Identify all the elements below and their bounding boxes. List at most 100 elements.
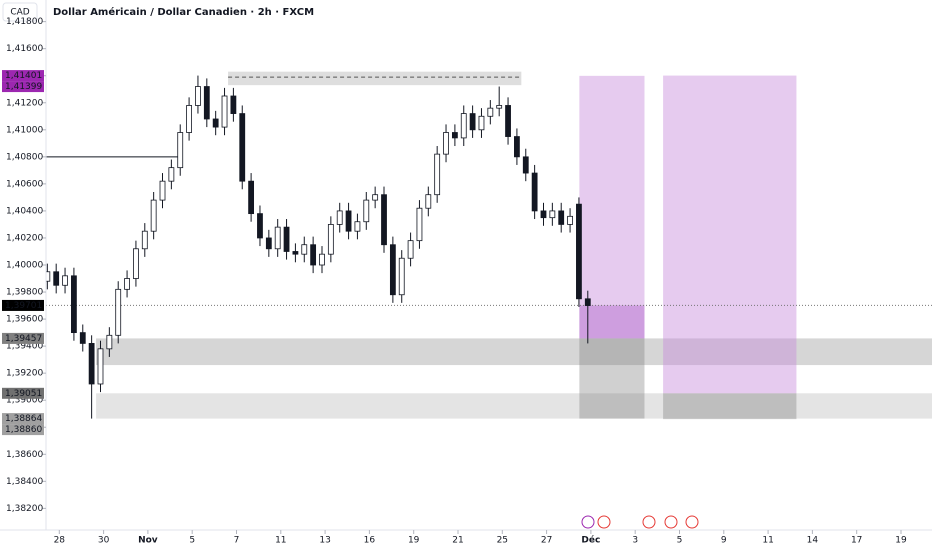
x-tick-label: 14 (807, 536, 819, 546)
candle-body (505, 105, 511, 137)
x-tick-label: 5 (189, 536, 195, 546)
candle-body (265, 237, 272, 250)
price-badge (2, 81, 44, 93)
x-tick-label: 7 (234, 536, 240, 546)
candle-body (478, 115, 485, 131)
candle-body (514, 136, 520, 158)
candle-body (407, 240, 414, 259)
candle-body (230, 95, 237, 114)
event-icon (685, 515, 699, 529)
candle-body (257, 213, 263, 239)
candle-body (487, 107, 494, 117)
y-tick-label: 1,41600 (6, 44, 43, 54)
plot (44, 71, 932, 420)
x-tick-label: 16 (364, 536, 376, 546)
candle-body (522, 156, 529, 174)
candle-body (451, 132, 458, 139)
x-tick-label: 25 (497, 536, 508, 546)
event-icon (581, 515, 595, 529)
y-tick-label: 1,40800 (6, 152, 43, 162)
x-tick-label: 11 (762, 536, 773, 546)
price-badge-label: 1,41401 (5, 71, 42, 81)
candle-body (150, 199, 157, 232)
candle-body (319, 253, 325, 266)
zone (579, 338, 645, 419)
candle-body (203, 86, 210, 120)
candle-body (79, 332, 86, 344)
x-tick-label: 3 (632, 536, 638, 546)
price-badge-label: 1,41399 (5, 82, 42, 92)
candle-body (177, 132, 184, 169)
candle-body (115, 288, 122, 336)
price-badge (2, 413, 44, 425)
chart-title: Dollar Américain / Dollar Canadien · 2h … (53, 6, 314, 18)
price-badge (2, 424, 44, 436)
candle-body (168, 167, 175, 182)
y-tick-label: 1,38600 (6, 450, 43, 460)
y-tick-label: 1,38200 (6, 504, 43, 514)
x-tick-label: 13 (319, 536, 330, 546)
y-tick-label: 1,41000 (6, 125, 43, 135)
candle-body (141, 230, 148, 250)
x-tick-label: Déc (581, 535, 600, 546)
y-tick-label: 1,39200 (6, 369, 43, 379)
candle-body (62, 275, 68, 286)
price-badge-label: 1,38864 (5, 414, 42, 424)
y-tick-label: 1,40200 (6, 233, 43, 243)
candle-body (88, 343, 95, 385)
candle-body (398, 257, 405, 296)
event-icons (581, 515, 699, 529)
candle-body (381, 194, 387, 246)
candle-body (97, 348, 104, 385)
candle-body (389, 244, 396, 296)
candle-body (584, 298, 591, 306)
zone (96, 393, 932, 419)
candle-body (195, 86, 201, 106)
zone (579, 305, 645, 339)
price-badge (2, 332, 44, 344)
candle-body (71, 275, 77, 334)
y-tick-label: 1,40400 (6, 206, 43, 216)
y-tick-label: 1,39000 (6, 396, 43, 406)
y-tick-label: 1,40000 (6, 261, 43, 271)
x-tick-label: 19 (895, 536, 907, 546)
x-tick-label: 17 (851, 536, 862, 546)
x-tick-label: 28 (54, 536, 66, 546)
x-tick-label: 19 (408, 536, 420, 546)
candle-body (292, 251, 299, 255)
y-tick-label: 1,39400 (6, 342, 43, 352)
price-badge (2, 70, 44, 82)
x-tick-label: 27 (541, 536, 552, 546)
price-badge (2, 387, 44, 399)
candle-body (531, 172, 538, 212)
y-tick-label: 1,41800 (6, 17, 43, 27)
candle-body (124, 278, 130, 290)
candle-body (372, 194, 379, 201)
candle-body (567, 215, 573, 225)
candle-body (558, 210, 565, 225)
price-badge-label: 1,39457 (5, 334, 42, 344)
candle-body (354, 221, 361, 232)
candle-body (443, 132, 449, 155)
candle-body (301, 244, 308, 255)
candle-body (345, 210, 352, 232)
candle-body (460, 113, 467, 139)
price-badge-label: 1,39701 (5, 301, 42, 311)
candle-body (106, 334, 113, 350)
candle-body (133, 248, 139, 279)
y-tick-label: 1,38400 (6, 477, 43, 487)
zone (96, 338, 932, 366)
candle-body (496, 105, 503, 109)
candle-body (425, 194, 432, 209)
price-badge (2, 299, 44, 311)
x-tick-label: 5 (677, 536, 683, 546)
price-badge-label: 1,39051 (5, 389, 42, 399)
candle-body (336, 210, 343, 225)
y-tick-label: 1,39600 (6, 315, 43, 325)
candle-body (469, 113, 476, 131)
candle-body (576, 203, 582, 300)
x-tick-label: 30 (98, 536, 110, 546)
candle-body (283, 226, 290, 252)
